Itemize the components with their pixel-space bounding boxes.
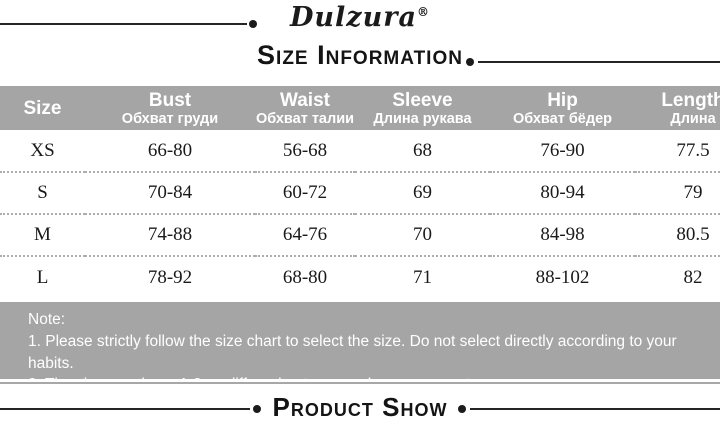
decorative-line-bottom-left xyxy=(0,408,250,410)
col-header-label: Hip xyxy=(547,89,578,111)
size-label: S xyxy=(0,172,85,215)
col-header-sublabel: Обхват бёдер xyxy=(512,110,612,127)
divider-line xyxy=(0,382,720,384)
decorative-line-bottom-right xyxy=(470,408,720,410)
note-label: Note: xyxy=(28,311,66,328)
size-label: M xyxy=(0,214,85,257)
table-cell: 56-68 xyxy=(255,130,355,173)
col-header-sublabel: Обхват талии xyxy=(255,110,355,127)
table-cell: 68 xyxy=(355,130,490,173)
table-cell: 79 xyxy=(635,172,720,215)
col-header-hip: Hip Обхват бёдер xyxy=(490,86,635,130)
decorative-dot-bottom-right xyxy=(458,405,466,413)
note-box: Note: 1. Please strictly follow the size… xyxy=(0,302,720,393)
col-header-label: Bust xyxy=(148,89,192,111)
table-cell: 69 xyxy=(355,172,490,215)
decorative-dot-bottom-left xyxy=(253,405,261,413)
table-header-row: Size Bust Обхват груди Waist Обхват тали… xyxy=(0,86,720,130)
col-header-label: Size xyxy=(23,97,62,119)
decorative-dot-top-left xyxy=(249,20,257,28)
table-row-m: M 74-88 64-76 70 84-98 80.5 xyxy=(0,214,720,257)
brand-logo: Dulzura® xyxy=(0,2,720,33)
note-line-2: 2. The size may have 1-3cm differs due t… xyxy=(28,376,475,393)
table-cell: 77.5 xyxy=(635,130,720,173)
table-cell: 74-88 xyxy=(85,214,255,257)
product-show-title: Product Show xyxy=(272,392,448,422)
col-header-bust: Bust Обхват груди xyxy=(85,86,255,130)
brand-name: Dulzura xyxy=(290,2,417,33)
table-cell: 88-102 xyxy=(535,266,590,288)
decorative-line-top-left xyxy=(0,23,247,25)
table-cell: 80-94 xyxy=(490,172,635,215)
table-row-s: S 70-84 60-72 69 80-94 79 xyxy=(0,172,720,215)
col-header-sublabel: Длина xyxy=(670,110,716,127)
table-cell: 70-84 xyxy=(85,172,255,215)
table-row-xs: XS 66-80 56-68 68 76-90 77.5 xyxy=(0,130,720,173)
decorative-dot-title-right xyxy=(466,58,474,66)
table-cell: 64-76 xyxy=(255,214,355,257)
table-cell: 68-80 xyxy=(282,266,328,288)
table-cell: 71 xyxy=(413,266,432,288)
table-cell: 70 xyxy=(355,214,490,257)
size-table: Size Bust Обхват груди Waist Обхват тали… xyxy=(0,86,720,298)
col-header-sublabel: Обхват груди xyxy=(121,110,219,127)
size-label: L xyxy=(36,266,49,288)
table-cell: 66-80 xyxy=(85,130,255,173)
table-cell: 82 xyxy=(683,266,703,288)
decorative-line-title-right xyxy=(478,61,720,63)
col-header-sublabel: Длина рукава xyxy=(373,110,472,127)
col-header-label: Length xyxy=(661,89,720,111)
table-cell: 84-98 xyxy=(490,214,635,257)
col-header-size: Size xyxy=(0,86,85,130)
table-cell: 78-92 xyxy=(147,266,193,288)
size-information-title: Size Information xyxy=(257,40,463,70)
col-header-waist: Waist Обхват талии xyxy=(255,86,355,130)
size-label: XS xyxy=(0,130,85,173)
size-table-wrapper: Size Bust Обхват груди Waist Обхват тали… xyxy=(0,86,720,298)
note-line-1: 1. Please strictly follow the size chart… xyxy=(28,333,677,372)
table-row-l: L 78-92 68-80 71 88-102 82 xyxy=(0,256,720,298)
col-header-length: Length Длина xyxy=(635,86,720,130)
table-cell: 60-72 xyxy=(255,172,355,215)
table-cell: 80.5 xyxy=(635,214,720,257)
col-header-label: Sleeve xyxy=(392,89,453,111)
trademark-symbol: ® xyxy=(416,5,430,19)
table-cell: 76-90 xyxy=(490,130,635,173)
col-header-sleeve: Sleeve Длина рукава xyxy=(355,86,490,130)
col-header-label: Waist xyxy=(280,89,330,111)
